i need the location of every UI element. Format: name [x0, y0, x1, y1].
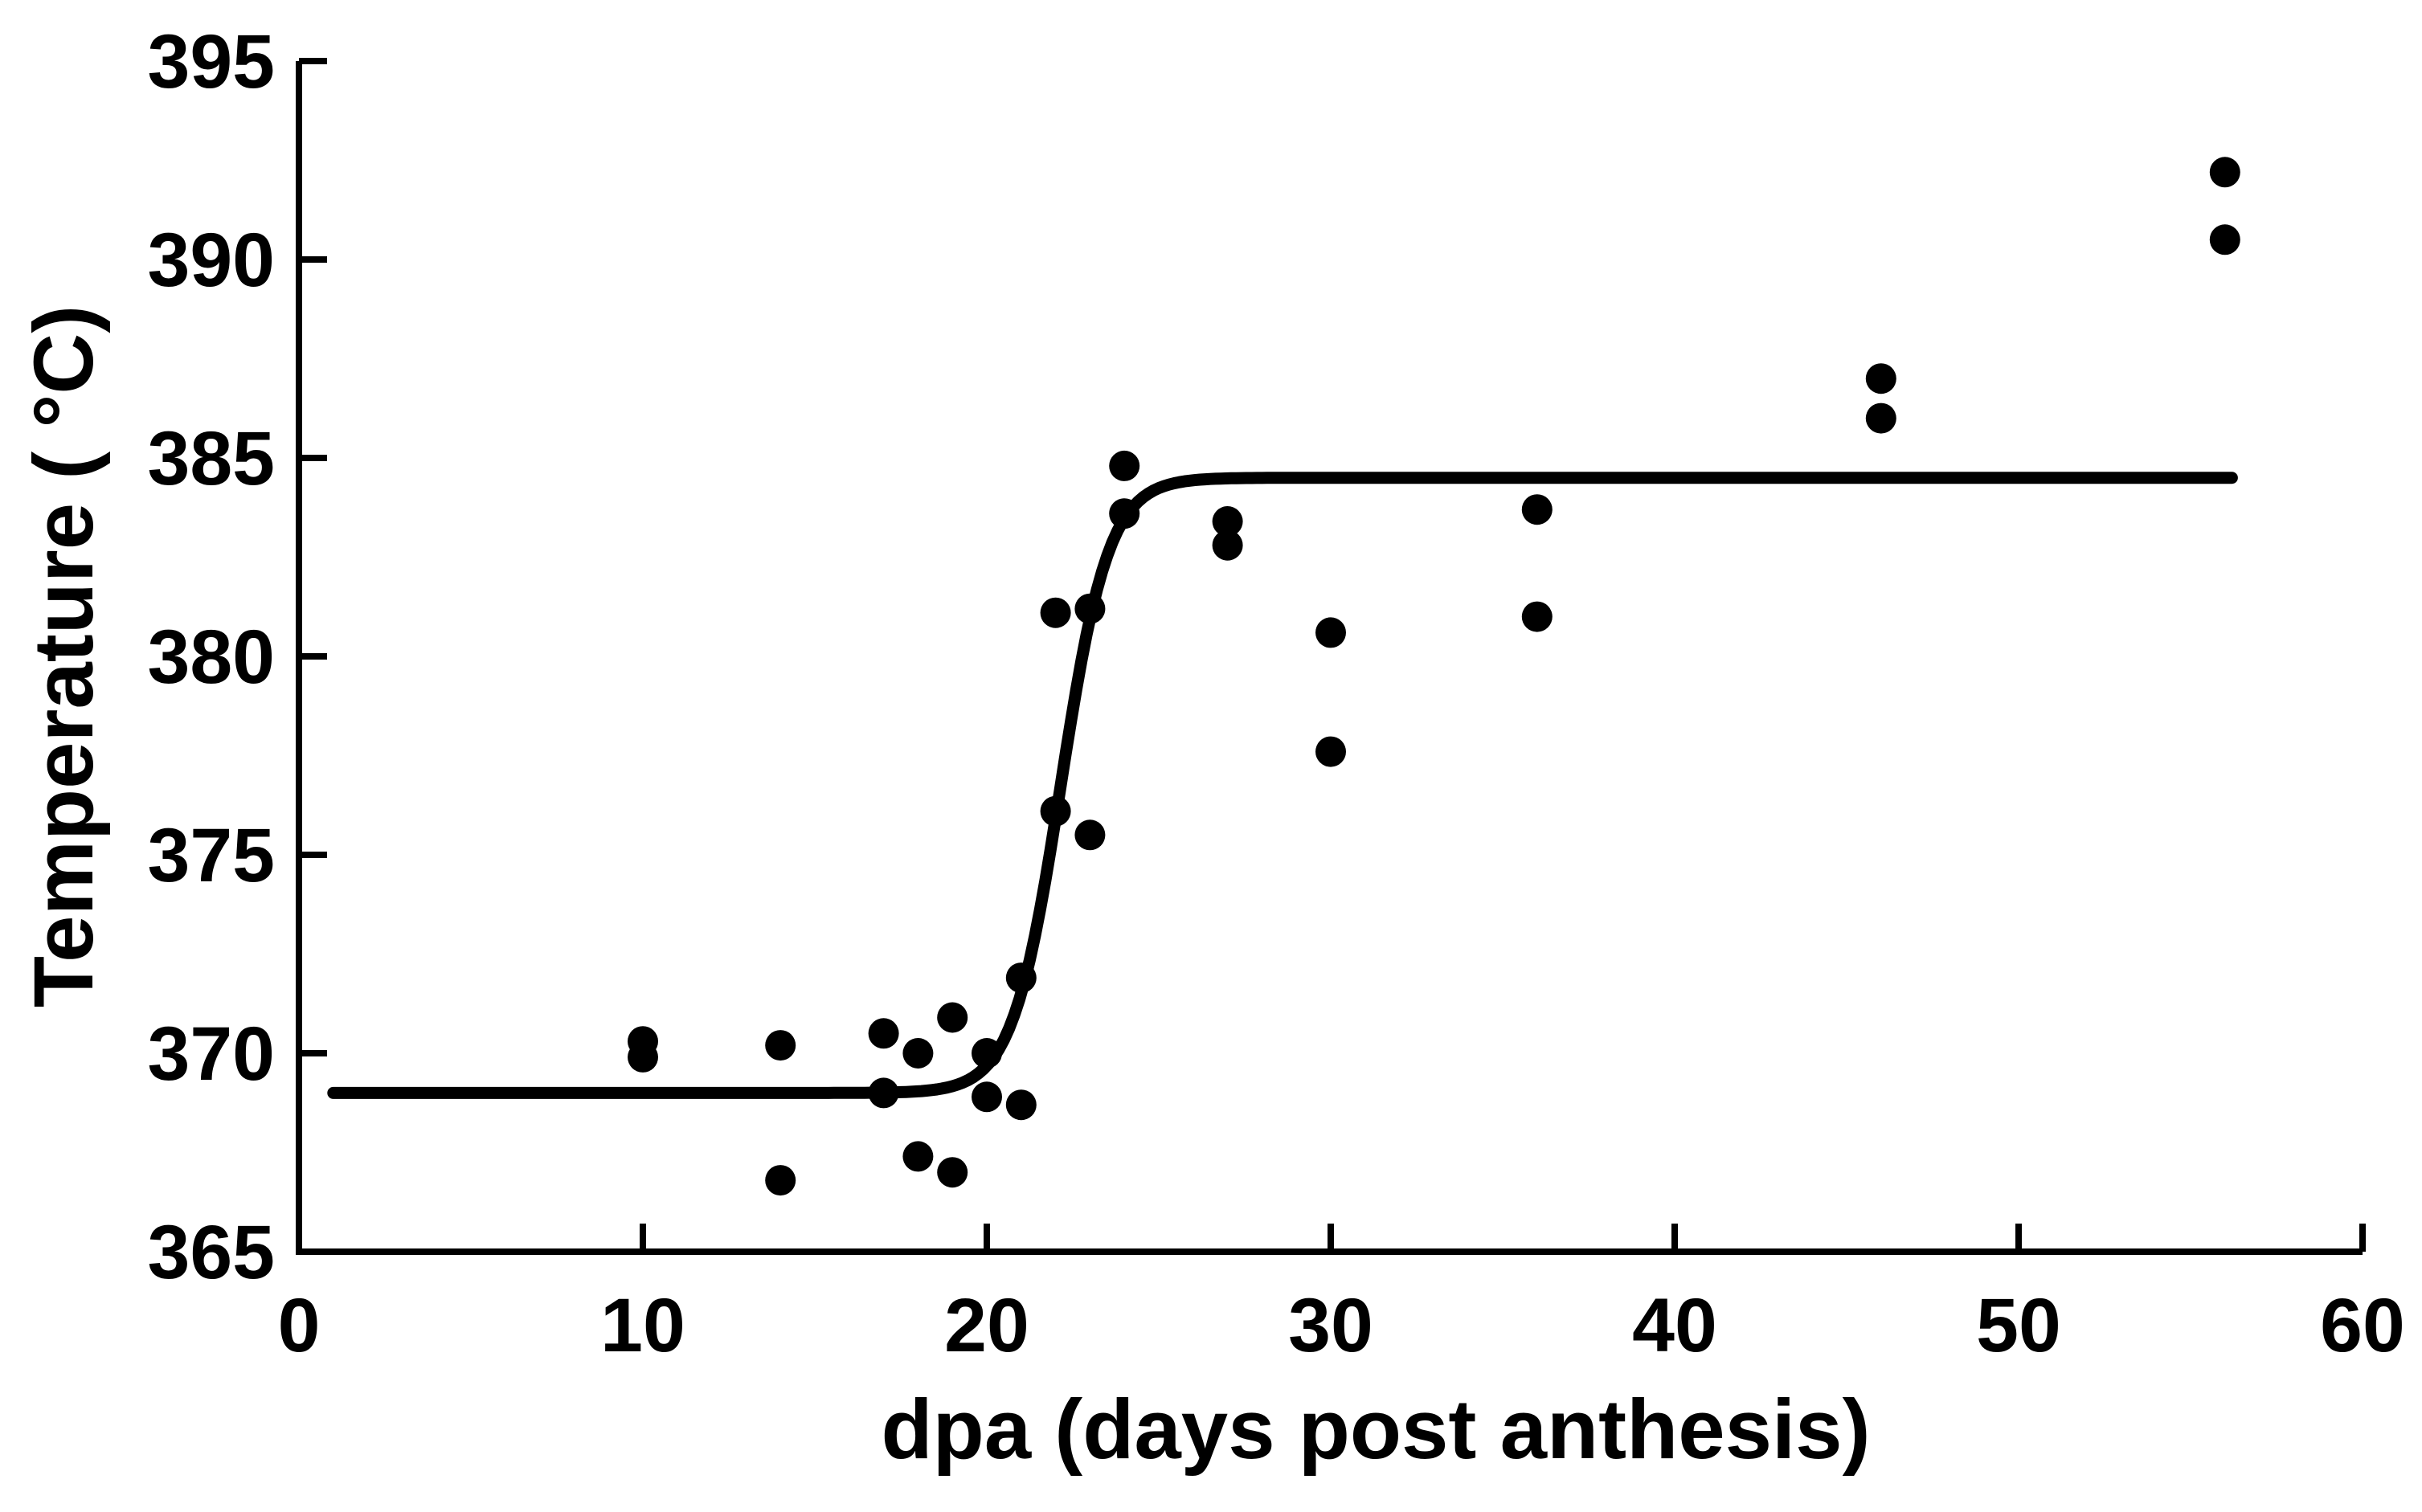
data-point [868, 1018, 899, 1049]
data-point [902, 1038, 934, 1069]
y-tick-label: 385 [147, 416, 275, 501]
y-tick-label: 380 [147, 615, 275, 700]
data-point [1074, 819, 1106, 851]
data-point [937, 1157, 968, 1188]
x-tick-label: 20 [944, 1283, 1029, 1368]
axes [296, 61, 2363, 1255]
data-point [628, 1041, 658, 1073]
y-tick-label: 365 [147, 1210, 275, 1295]
fit-line [327, 472, 2238, 1099]
data-point [1521, 601, 1553, 632]
y-tick-label: 370 [147, 1011, 275, 1097]
x-tick-label: 60 [2320, 1283, 2405, 1368]
data-point [1109, 450, 1140, 481]
x-tick-label: 40 [1632, 1283, 1717, 1368]
x-tick-label: 0 [278, 1283, 321, 1368]
data-point [1865, 363, 1896, 394]
data-point [1109, 498, 1140, 529]
data-point [765, 1165, 796, 1196]
data-point [902, 1141, 934, 1172]
data-points [628, 157, 2240, 1196]
data-point [2209, 157, 2240, 188]
data-point [765, 1030, 796, 1061]
data-point [1865, 403, 1896, 434]
data-point [1005, 1089, 1037, 1121]
data-point [868, 1077, 899, 1109]
y-tick-label: 395 [147, 19, 275, 104]
data-point [1315, 617, 1346, 648]
axis-ticks [299, 58, 2366, 1255]
data-point [2209, 224, 2240, 255]
x-axis-title: dpa (days post anthesis) [881, 1383, 1870, 1477]
data-point [1212, 506, 1243, 537]
y-axis-title: Temperature ( °C) [17, 305, 111, 1007]
x-tick-label: 50 [1976, 1283, 2061, 1368]
data-point [937, 1002, 968, 1033]
data-point [972, 1038, 1002, 1069]
data-point [1040, 795, 1071, 827]
y-tick-label: 390 [147, 218, 275, 303]
axis-tick-labels: 365 370 375 380 385 390 395 0 10 20 30 40 50 60 [147, 19, 2404, 1368]
data-point [1005, 962, 1037, 994]
data-point [1040, 597, 1071, 628]
data-point [972, 1081, 1002, 1113]
data-point [1521, 494, 1553, 525]
x-tick-label: 30 [1288, 1283, 1373, 1368]
data-point [1212, 529, 1243, 561]
data-point [1315, 736, 1346, 767]
data-point [1074, 593, 1106, 624]
y-tick-label: 375 [147, 813, 275, 898]
x-tick-label: 10 [600, 1283, 685, 1368]
